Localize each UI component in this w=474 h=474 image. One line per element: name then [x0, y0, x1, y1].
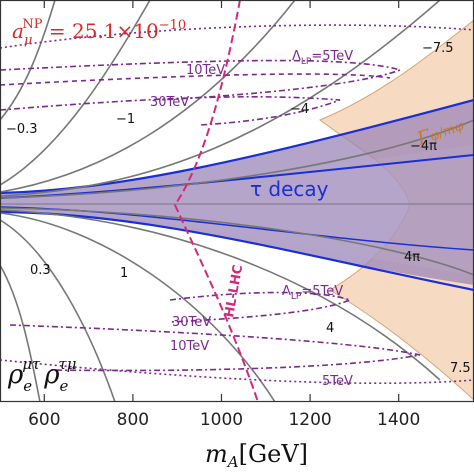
contour-upper-2 — [0, 0, 151, 186]
contour-label-neg4pi: −4π — [410, 139, 437, 154]
contour-upper-4 — [0, 0, 441, 197]
contour-label-neg7-5: −7.5 — [422, 41, 454, 56]
lp-label-top-30: 30TeV — [150, 95, 189, 110]
plot-area — [0, 0, 474, 402]
lp-top-30 — [0, 96, 341, 126]
contour-lower-5 — [0, 207, 474, 276]
lp-lambda-top: Λ — [292, 49, 301, 64]
hl-lhc-label: HL-LHC — [222, 264, 246, 319]
contour-label-0-3: 0.3 — [30, 263, 51, 278]
param-rho-2: ρ — [43, 360, 60, 390]
title-mu: μ — [24, 33, 32, 48]
param-label: ρeμτ ρeτμ — [7, 355, 76, 395]
tau-decay-label: τ decay — [250, 177, 329, 201]
contour-upper-1 — [0, 0, 56, 121]
lp-label-bottom-5: 5TeV — [322, 374, 353, 389]
param-mutau: μτ — [22, 355, 41, 373]
tau-band-edge-upper — [0, 98, 474, 195]
contour-lower-1 — [0, 264, 41, 402]
contour-label-4pi: 4π — [404, 250, 420, 265]
param-rho-1: ρ — [7, 360, 24, 390]
contours-lower — [0, 207, 474, 402]
lp-bottom-10 — [9, 324, 421, 372]
lp-label-bottom-30: 30TeV — [172, 315, 211, 330]
x-tick-label: 1400 — [377, 410, 420, 430]
lp-lambda-bottom: Λ — [282, 284, 291, 299]
lp-label-top-10: 10TeV — [186, 63, 225, 78]
hl-lhc-line — [173, 0, 259, 402]
xlabel-a: A — [226, 453, 239, 471]
param-e-2: e — [60, 377, 69, 395]
contour-label-4: 4 — [326, 321, 334, 336]
lp-sub-bottom: LP — [291, 292, 302, 302]
lp-sub-top: LP — [301, 57, 312, 67]
param-e-1: e — [23, 377, 32, 395]
x-axis-label: mA[GeV] — [205, 440, 308, 471]
xlabel-m: m — [205, 440, 228, 468]
lp-top-5 — [0, 24, 474, 49]
title-np: NP — [22, 17, 42, 32]
contour-lower-3 — [0, 212, 276, 402]
chart-title: aμNP = 25.1×10−10 — [12, 17, 186, 48]
param-taumu: τμ — [58, 355, 76, 373]
lp-bottom-5 — [0, 359, 474, 385]
contour-label-neg1: −1 — [116, 112, 135, 127]
contour-label-1: 1 — [120, 266, 128, 281]
x-tick-label: 1000 — [200, 410, 243, 430]
lp-top-10a — [0, 59, 403, 101]
contour-upper-5 — [0, 119, 474, 199]
contour-label-neg4: −4 — [290, 102, 309, 117]
lp-bottom-30 — [169, 291, 353, 323]
x-tick-label: 1200 — [288, 410, 331, 430]
lp-top-10b — [0, 73, 391, 86]
contour-lower-2 — [0, 219, 116, 402]
contour-label-neg0-3: −0.3 — [6, 122, 38, 137]
lp-curves — [0, 24, 474, 385]
width-label: Γφ/mφ — [414, 113, 468, 150]
title-a: a — [12, 19, 24, 43]
contour-lower-4 — [0, 209, 441, 381]
lp-label-bottom-10: 10TeV — [170, 339, 209, 354]
title-exp: −10 — [159, 18, 186, 33]
x-tick-label: 600 — [28, 410, 60, 430]
lp-eq-top: =5TeV — [311, 49, 353, 64]
contour-upper-3 — [0, 0, 296, 193]
lp-label-top-5: ΛLP=5TeV — [292, 49, 353, 67]
contour-label-7-5: 7.5 — [450, 361, 471, 376]
lp-eq-bottom: =5TeV — [301, 284, 343, 299]
lp-label-bottom-5-upper: ΛLP=5TeV — [282, 284, 343, 302]
contours-upper — [0, 0, 474, 199]
x-tick-label: 800 — [117, 410, 149, 430]
x-axis: 600 800 1000 1200 1400 — [28, 0, 420, 430]
xlabel-unit: [GeV] — [239, 440, 308, 468]
title-rest: = 25.1×10 — [43, 19, 159, 43]
